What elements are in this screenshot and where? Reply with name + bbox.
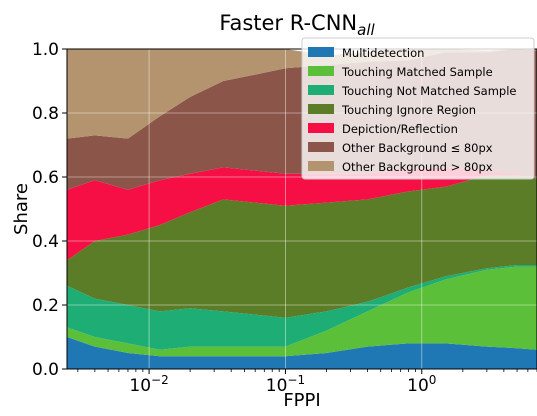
y-axis-label: Share — [11, 183, 32, 235]
y-tick-label: 0.8 — [32, 104, 59, 124]
area-series-4 — [67, 167, 537, 261]
legend-swatch — [308, 47, 334, 57]
x-tick-label: 10−1 — [266, 373, 305, 396]
legend-swatch — [308, 123, 334, 133]
legend-label: Other Background > 80px — [342, 160, 493, 174]
y-tick-label: 0.4 — [32, 232, 59, 252]
x-axis-label: FPPI — [283, 390, 320, 411]
legend-label: Other Background ≤ 80px — [342, 141, 493, 155]
legend-label: Touching Not Matched Sample — [341, 84, 517, 98]
legend-swatch — [308, 104, 334, 114]
area-series-3 — [67, 175, 537, 318]
legend-swatch — [308, 66, 334, 76]
area-series-0 — [67, 337, 537, 369]
legend-label: Touching Matched Sample — [341, 65, 493, 79]
legend-label: Multidetection — [342, 46, 424, 60]
legend: Multidetection Touching Matched Sample Tou… — [301, 37, 535, 180]
area-series-1 — [67, 266, 537, 357]
legend-swatch — [308, 85, 334, 95]
area-series-2 — [67, 265, 537, 350]
area-series-6 — [67, 49, 537, 139]
y-tick-label: 0.6 — [32, 168, 59, 188]
x-axis: 10−2 10−1 100 — [77, 369, 537, 396]
y-tick-label: 0.2 — [32, 296, 59, 316]
x-tick-label: 100 — [407, 373, 436, 396]
y-axis: 0.0 0.2 0.4 0.6 0.8 1.0 — [32, 40, 67, 380]
chart-title: Faster R-CNNall — [219, 11, 375, 39]
legend-label: Depiction/Reflection — [342, 122, 458, 136]
legend-label: Touching Ignore Region — [341, 103, 476, 117]
x-tick-label: 10−2 — [129, 373, 168, 396]
legend-swatch — [308, 161, 334, 171]
legend-swatch — [308, 142, 334, 152]
y-tick-label: 1.0 — [32, 40, 59, 60]
legend-box — [301, 37, 535, 180]
y-tick-label: 0.0 — [32, 360, 59, 380]
